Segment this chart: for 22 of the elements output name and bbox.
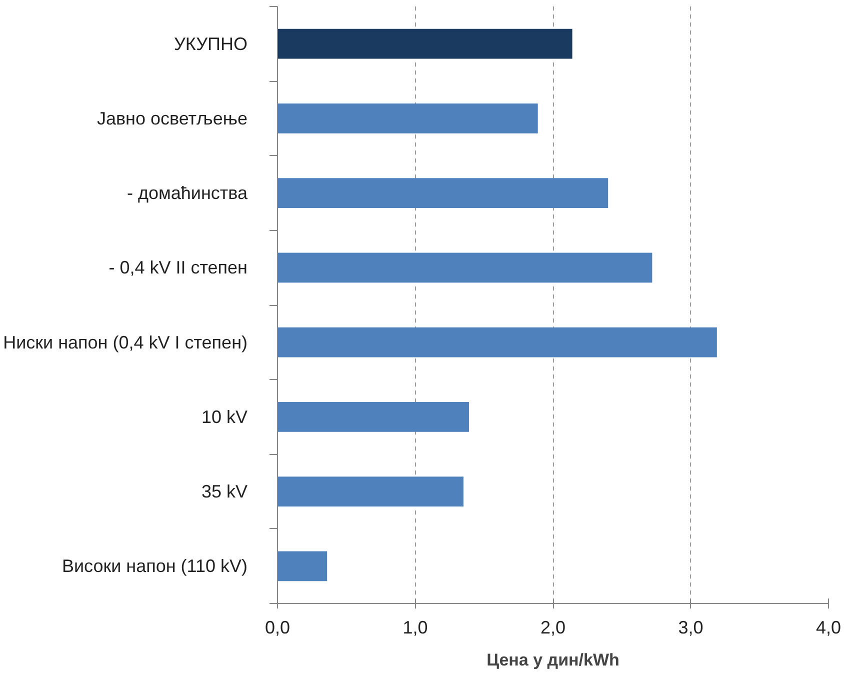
y-tick-label: - 0,4 kV II степен (108, 258, 248, 278)
bar (278, 178, 608, 208)
x-tick-label: 4,0 (816, 618, 842, 638)
y-tick-label: УКУПНО (174, 34, 248, 54)
bar (278, 551, 328, 582)
bar (278, 252, 652, 283)
x-tick-label: 3,0 (678, 618, 704, 638)
x-tick-label: 1,0 (402, 618, 428, 638)
y-tick-label: Високи напон (110 kV) (62, 556, 248, 576)
bar (278, 104, 538, 134)
bar (278, 402, 469, 432)
x-axis-title: Цена у дин/kWh (486, 650, 620, 670)
y-tick-label: 10 kV (201, 406, 248, 427)
bar (278, 327, 717, 358)
x-tick-label: 2,0 (540, 618, 566, 638)
y-tick-label: Јавно осветљење (96, 108, 248, 128)
y-tick-label: - домаћинства (126, 183, 248, 204)
y-tick-label: 35 kV (201, 482, 248, 502)
x-tick-label: 0,0 (264, 618, 290, 638)
bar (278, 28, 572, 59)
bar (278, 476, 464, 506)
y-tick-label: Ниски напон (0,4 kV I степен) (3, 332, 248, 352)
